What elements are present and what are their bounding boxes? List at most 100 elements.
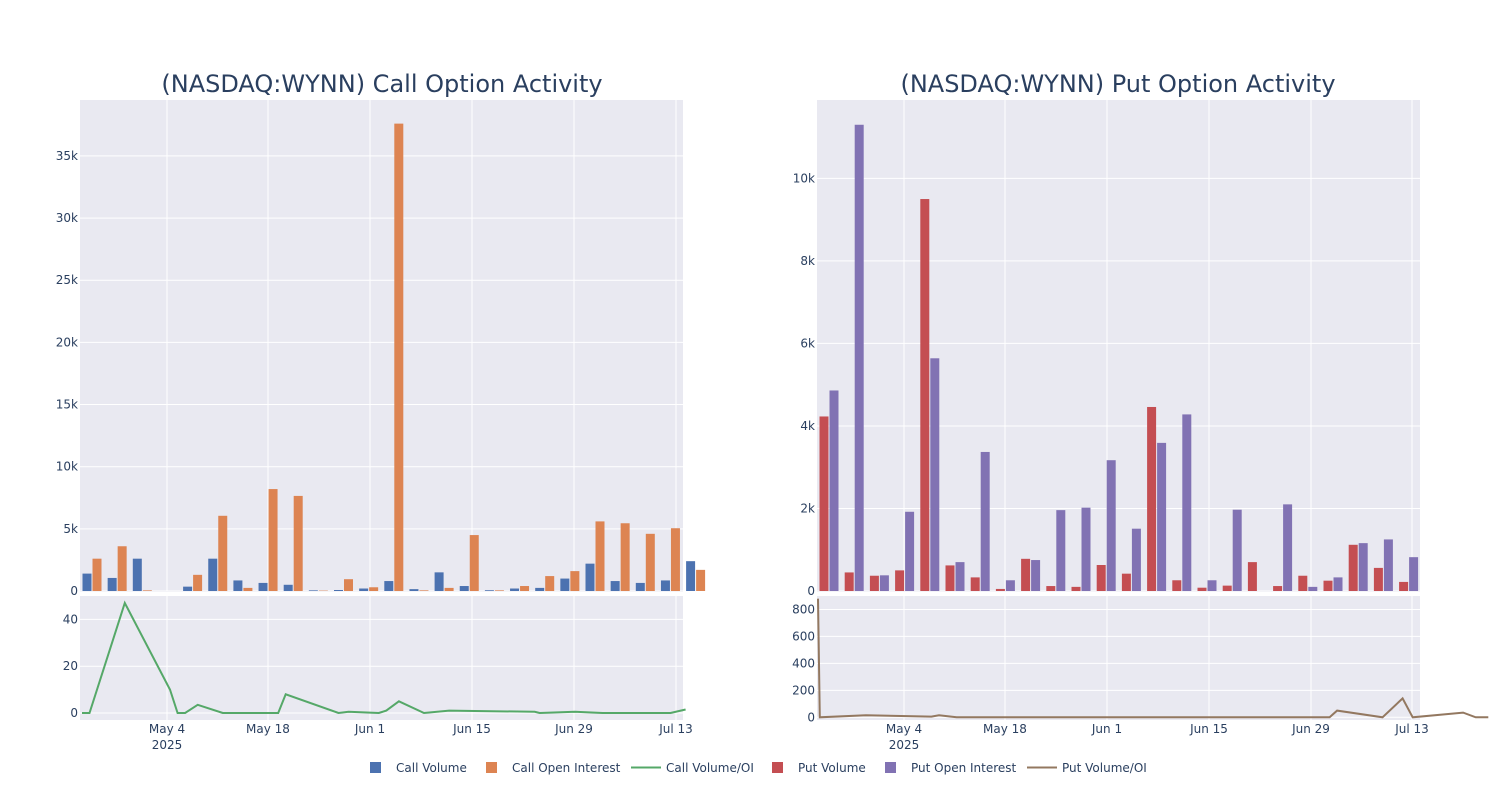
x-tick-label: Jun 15 [452,722,491,736]
put-open-interest-bar [1081,507,1091,591]
legend-label-put-volume-oi: Put Volume/OI [1062,761,1147,775]
put-volume-bar [1273,586,1283,591]
put-open-interest-bar [1308,586,1318,591]
put-x-ticks: May 4 May 18 Jun 1 Jun 15 Jun 29 Jul 13 [886,722,1429,736]
put-open-interest-bar [1409,557,1419,591]
legend-swatch-call-volume [370,762,381,773]
put-volume-bar [1147,406,1157,591]
put-volume-bar [819,416,829,591]
call-open-interest-bar [243,587,253,591]
y-tick-label: 0 [807,584,815,598]
put-open-interest-bar [1283,504,1293,591]
legend-item-put-volume[interactable]: Put Volume [772,761,866,775]
put-open-interest-bar [1031,560,1041,591]
y-tick-label: 4k [800,419,815,433]
legend: Call Volume Call Open Interest Call Volu… [370,761,1147,775]
y-tick-label: 2k [800,501,815,515]
legend-label-put-volume: Put Volume [798,761,866,775]
x-tick-label: Jul 13 [1394,722,1429,736]
x-tick-label: Jun 1 [354,722,385,736]
call-volume-bar [686,561,696,591]
legend-swatch-put-open-interest [885,762,896,773]
put-open-interest-bar [829,390,839,591]
call-open-interest-bar [620,523,630,591]
put-open-interest-bar [1232,509,1242,591]
put-chart-title: (NASDAQ:WYNN) Put Option Activity [900,70,1335,98]
put-open-interest-bar [980,451,990,591]
call-open-interest-bar [595,521,605,591]
legend-item-put-volume-oi[interactable]: Put Volume/OI [1027,761,1147,775]
call-open-interest-bar [494,590,504,591]
x-tick-label: May 18 [983,722,1027,736]
call-open-interest-bar [520,586,530,591]
call-open-interest-bar [444,587,454,591]
call-open-interest-bar [469,535,479,591]
put-volume-bar [970,577,980,591]
call-open-interest-bar [92,558,102,591]
put-ratio-y-ticks: 0 200 400 600 800 [792,602,815,724]
call-open-interest-bar [293,495,303,591]
ratio-tick-label: 0 [807,710,815,724]
put-volume-bar [895,570,905,591]
call-open-interest-bar [369,587,379,591]
call-volume-bar [183,586,193,591]
call-open-interest-bar [142,590,152,591]
x-tick-label: May 4 [886,722,922,736]
put-open-interest-bar [1358,543,1368,591]
call-ratio-line [82,600,686,715]
call-x-ticks: May 4 May 18 Jun 1 Jun 15 Jun 29 Jul 13 [149,722,693,736]
call-volume-bar [359,588,369,591]
y-tick-label: 25k [56,273,78,287]
y-tick-label: 10k [56,460,78,474]
x-tick-label: Jun 15 [1189,722,1228,736]
put-volume-bar [1399,581,1409,591]
call-volume-bar [308,590,318,591]
x-tick-label: Jun 29 [1291,722,1330,736]
call-volume-bar [560,578,570,591]
y-tick-label: 30k [56,211,78,225]
put-volume-bar [869,575,879,591]
call-main-plot-area [80,100,683,592]
call-open-interest-bar [570,571,580,591]
call-volume-bar [660,580,670,591]
call-open-interest-bar [545,576,555,591]
call-x-year-label: 2025 [152,738,183,752]
call-volume-bar [208,558,218,591]
call-open-interest-bar [344,579,353,591]
ratio-tick-label: 0 [70,706,78,720]
put-open-interest-bar [1157,442,1167,591]
x-tick-label: May 18 [246,722,290,736]
y-tick-label: 5k [63,522,78,536]
y-tick-label: 20k [56,335,78,349]
call-open-interest-bar [117,546,127,591]
call-ratio-plot-area [80,596,683,720]
call-open-interest-bar [193,574,203,591]
ratio-tick-label: 200 [792,683,815,697]
ratio-tick-label: 20 [63,659,78,673]
call-volume-oi-line [82,600,686,715]
legend-item-call-volume[interactable]: Call Volume [370,761,467,775]
put-open-interest-bar [1131,528,1141,591]
put-open-interest-bar [1106,460,1116,591]
legend-item-put-open-interest[interactable]: Put Open Interest [885,761,1017,775]
put-open-interest-bar [930,358,940,591]
y-tick-label: 8k [800,254,815,268]
call-volume-bar [459,586,469,591]
legend-item-call-volume-oi[interactable]: Call Volume/OI [631,761,754,775]
put-volume-bar [1172,580,1182,591]
legend-item-call-open-interest[interactable]: Call Open Interest [486,761,621,775]
call-volume-bar [258,582,268,591]
y-tick-label: 0 [70,584,78,598]
call-y-ticks: 0 5k 10k 15k 20k 25k 30k 35k [56,149,78,598]
call-open-interest-bar [268,489,278,591]
call-chart-title: (NASDAQ:WYNN) Call Option Activity [161,70,602,98]
put-open-interest-bar [1207,580,1217,591]
y-tick-label: 15k [56,398,78,412]
put-open-interest-bar [854,124,864,592]
legend-swatch-put-volume [772,762,783,773]
put-chart: (NASDAQ:WYNN) Put Option Activity 0 2k 4k 6… [792,70,1489,752]
call-volume-bar [484,590,494,591]
put-volume-bar [995,588,1005,591]
call-volume-bar [384,581,394,591]
